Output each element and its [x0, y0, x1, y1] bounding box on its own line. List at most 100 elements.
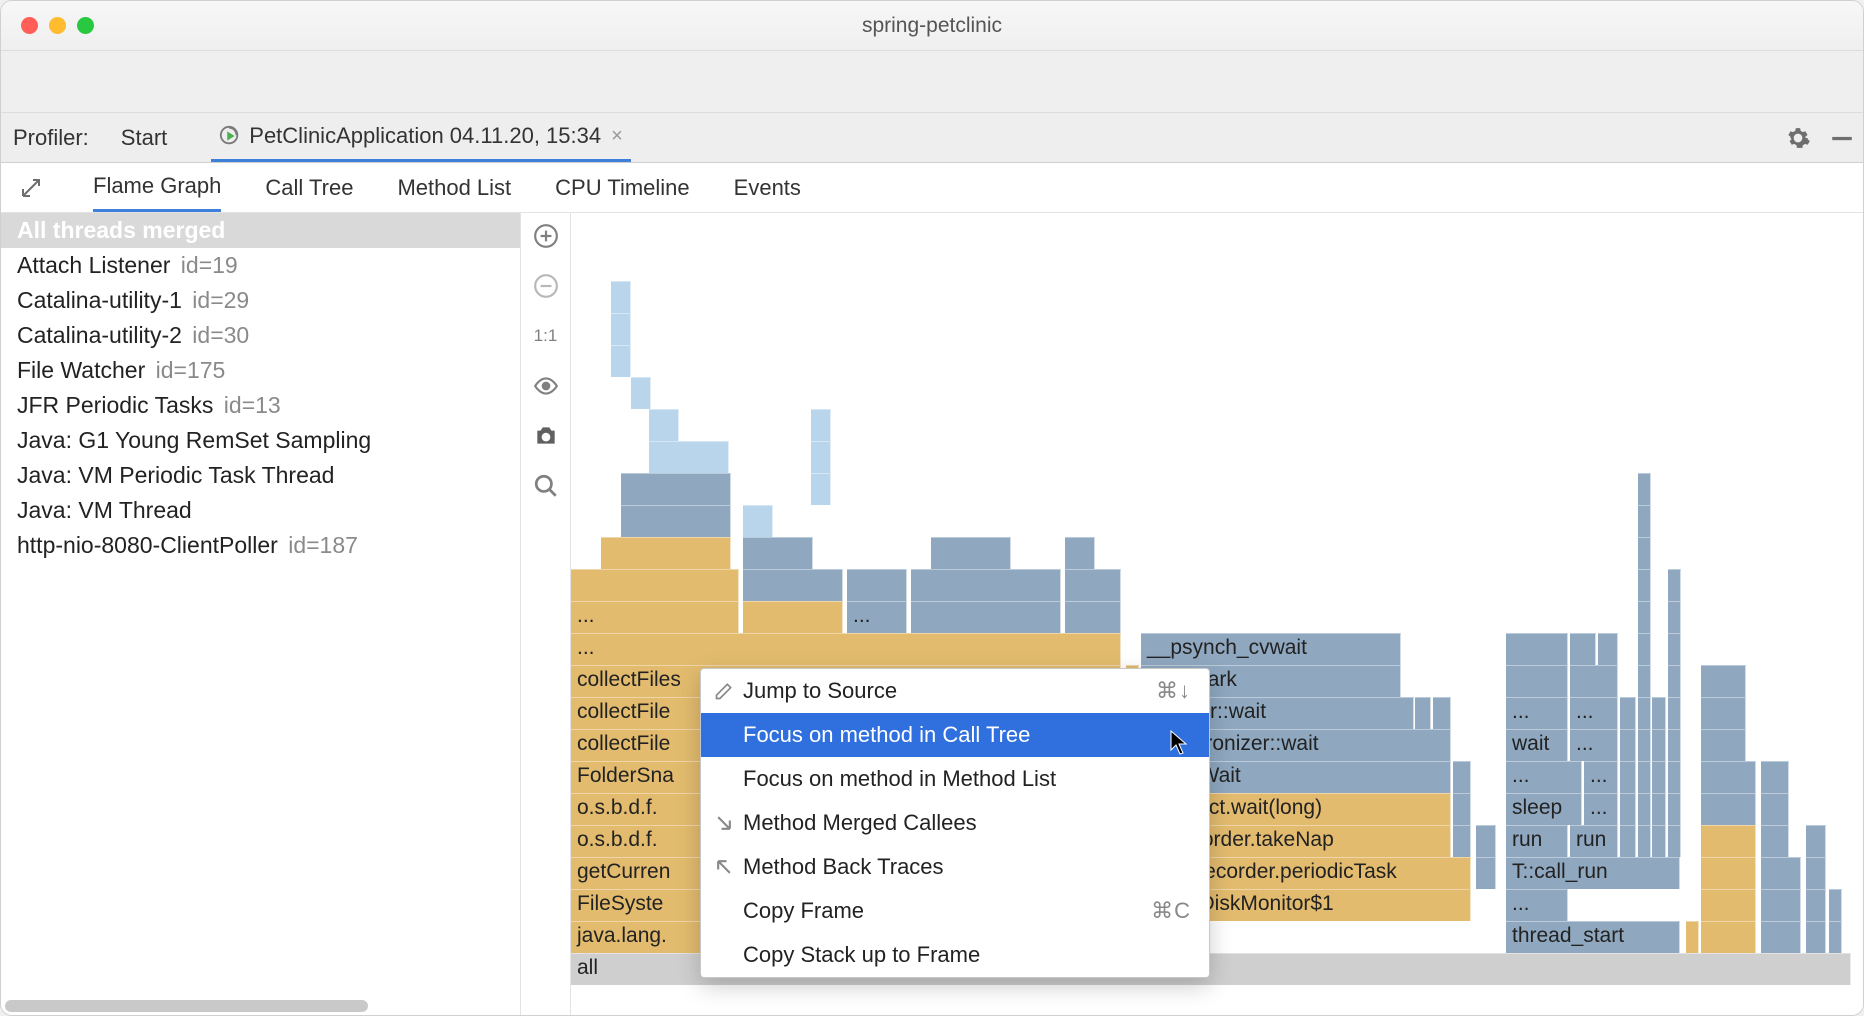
- profiler-start[interactable]: Start: [121, 125, 167, 151]
- zoom-in-button[interactable]: [531, 221, 561, 251]
- flame-frame[interactable]: [1701, 921, 1756, 953]
- flame-frame[interactable]: [611, 281, 631, 313]
- flame-frame[interactable]: [1761, 825, 1789, 857]
- flame-frame[interactable]: [911, 601, 1061, 633]
- flame-frame[interactable]: [1570, 665, 1618, 697]
- menu-item-method-back-traces[interactable]: Method Back Traces: [701, 845, 1209, 889]
- flame-frame[interactable]: [1701, 761, 1756, 793]
- flame-frame[interactable]: [1620, 697, 1636, 729]
- settings-icon[interactable]: [1785, 125, 1811, 151]
- minimize-panel-icon[interactable]: [1829, 125, 1855, 151]
- flame-frame[interactable]: [1620, 793, 1636, 825]
- flame-frame[interactable]: [1638, 569, 1651, 601]
- flame-frame[interactable]: [1652, 729, 1666, 761]
- flame-frame[interactable]: wait: [1506, 729, 1568, 761]
- flame-frame[interactable]: [1598, 633, 1618, 665]
- flame-frame[interactable]: [847, 569, 907, 601]
- flame-frame[interactable]: [1806, 857, 1826, 889]
- flame-frame[interactable]: [1761, 761, 1789, 793]
- flame-frame[interactable]: [743, 601, 843, 633]
- subtab-call-tree[interactable]: Call Tree: [265, 163, 353, 212]
- subtab-method-list[interactable]: Method List: [397, 163, 511, 212]
- flame-frame[interactable]: [1638, 601, 1651, 633]
- thread-row[interactable]: Java: G1 Young RemSet Sampling: [1, 423, 520, 458]
- subtab-cpu-timeline[interactable]: CPU Timeline: [555, 163, 689, 212]
- flame-frame[interactable]: [1506, 665, 1568, 697]
- flame-frame[interactable]: [1652, 761, 1666, 793]
- flame-frame[interactable]: ...: [571, 633, 1121, 665]
- flame-frame[interactable]: [1506, 633, 1568, 665]
- flame-frame[interactable]: [1638, 665, 1651, 697]
- flame-frame[interactable]: [1065, 569, 1121, 601]
- flame-frame[interactable]: [1761, 921, 1801, 953]
- flame-frame[interactable]: [1638, 473, 1651, 505]
- menu-item-focus-on-method-in-call-tree[interactable]: Focus on method in Call Tree: [701, 713, 1209, 757]
- thread-row[interactable]: Java: VM Thread: [1, 493, 520, 528]
- flame-frame[interactable]: T::call_run: [1506, 857, 1680, 889]
- flame-frame[interactable]: [1652, 697, 1666, 729]
- flame-frame[interactable]: [811, 441, 831, 473]
- flame-frame[interactable]: ...: [847, 601, 907, 633]
- flame-frame[interactable]: [743, 537, 813, 569]
- flame-frame[interactable]: [1701, 825, 1756, 857]
- flame-frame[interactable]: [1668, 761, 1681, 793]
- flame-frame[interactable]: ...: [1506, 889, 1568, 921]
- flame-frame[interactable]: [1701, 793, 1756, 825]
- flame-frame[interactable]: [1668, 665, 1681, 697]
- flame-frame[interactable]: [1476, 825, 1496, 857]
- flame-frame[interactable]: [1638, 729, 1651, 761]
- flame-frame[interactable]: [621, 473, 731, 505]
- flame-frame[interactable]: ...: [1506, 697, 1568, 729]
- flame-frame[interactable]: run: [1506, 825, 1568, 857]
- flame-frame[interactable]: [1638, 537, 1651, 569]
- flame-frame[interactable]: [1620, 761, 1636, 793]
- flame-frame[interactable]: [1476, 857, 1496, 889]
- flame-frame[interactable]: [1638, 761, 1651, 793]
- flame-frame[interactable]: __psynch_cvwait: [1141, 633, 1401, 665]
- subtab-flame-graph[interactable]: Flame Graph: [93, 163, 221, 212]
- flame-frame[interactable]: [1701, 665, 1746, 697]
- flame-frame[interactable]: [1620, 729, 1636, 761]
- thread-row[interactable]: All threads merged: [1, 213, 520, 248]
- visibility-button[interactable]: [531, 371, 561, 401]
- flame-frame[interactable]: [1638, 633, 1651, 665]
- flame-frame[interactable]: ...: [1570, 697, 1618, 729]
- thread-row[interactable]: Catalina-utility-2 id=30: [1, 318, 520, 353]
- flame-frame[interactable]: [1652, 825, 1666, 857]
- flame-frame[interactable]: sleep: [1506, 793, 1582, 825]
- flame-frame[interactable]: [1806, 889, 1826, 921]
- flame-frame[interactable]: [1686, 921, 1699, 953]
- flame-frame[interactable]: [631, 377, 651, 409]
- flame-frame[interactable]: [1761, 857, 1801, 889]
- flame-frame[interactable]: [611, 345, 631, 377]
- flame-frame[interactable]: [1065, 537, 1095, 569]
- flame-frame[interactable]: [1638, 793, 1651, 825]
- thread-row[interactable]: Catalina-utility-1 id=29: [1, 283, 520, 318]
- menu-item-copy-frame[interactable]: Copy Frame⌘C: [701, 889, 1209, 933]
- thread-row[interactable]: Attach Listener id=19: [1, 248, 520, 283]
- flame-frame[interactable]: [1701, 857, 1756, 889]
- flame-frame[interactable]: [1806, 921, 1826, 953]
- flame-frame[interactable]: ...: [1570, 729, 1618, 761]
- flame-frame[interactable]: [1415, 697, 1431, 729]
- close-tab-icon[interactable]: ×: [611, 125, 623, 148]
- search-button[interactable]: [531, 471, 561, 501]
- flame-frame[interactable]: [1829, 921, 1842, 953]
- flame-frame[interactable]: [621, 505, 731, 537]
- menu-item-method-merged-callees[interactable]: Method Merged Callees: [701, 801, 1209, 845]
- flame-frame[interactable]: [1701, 889, 1756, 921]
- thread-row[interactable]: File Watcher id=175: [1, 353, 520, 388]
- flame-frame[interactable]: ...: [1584, 761, 1618, 793]
- flame-frame[interactable]: [743, 569, 843, 601]
- menu-item-copy-stack-up-to-frame[interactable]: Copy Stack up to Frame: [701, 933, 1209, 977]
- zoom-reset-button[interactable]: 1:1: [531, 321, 561, 351]
- flame-frame[interactable]: [811, 473, 831, 505]
- flame-frame[interactable]: [1761, 793, 1789, 825]
- flame-frame[interactable]: [1570, 633, 1596, 665]
- thread-row[interactable]: JFR Periodic Tasks id=13: [1, 388, 520, 423]
- menu-item-jump-to-source[interactable]: Jump to Source⌘↓: [701, 669, 1209, 713]
- close-window-button[interactable]: [21, 17, 38, 34]
- flame-frame[interactable]: [1638, 825, 1651, 857]
- zoom-out-button[interactable]: [531, 271, 561, 301]
- thread-row[interactable]: http-nio-8080-ClientPoller id=187: [1, 528, 520, 563]
